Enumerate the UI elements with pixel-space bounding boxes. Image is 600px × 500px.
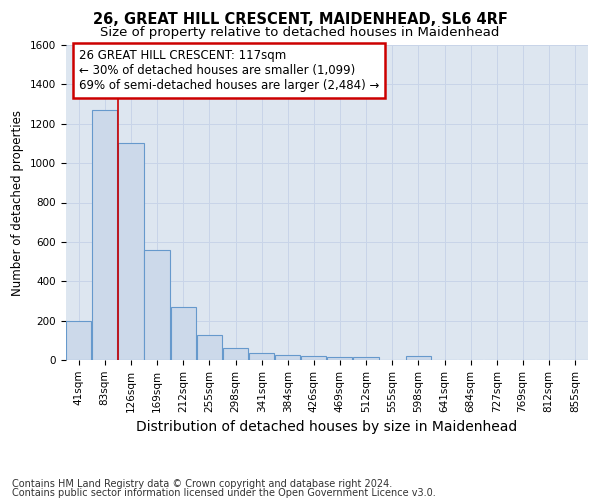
Bar [301,356,326,360]
Bar [197,336,222,360]
Bar [66,320,91,360]
Bar [275,355,301,360]
Text: 26, GREAT HILL CRESCENT, MAIDENHEAD, SL6 4RF: 26, GREAT HILL CRESCENT, MAIDENHEAD, SL6… [92,12,508,28]
Bar [92,110,118,360]
Text: Contains HM Land Registry data © Crown copyright and database right 2024.: Contains HM Land Registry data © Crown c… [12,479,392,489]
Bar [327,357,352,360]
Text: 26 GREAT HILL CRESCENT: 117sqm
← 30% of detached houses are smaller (1,099)
69% : 26 GREAT HILL CRESCENT: 117sqm ← 30% of … [79,49,379,92]
Text: Size of property relative to detached houses in Maidenhead: Size of property relative to detached ho… [100,26,500,39]
Bar [145,250,170,360]
Bar [406,356,431,360]
Bar [223,348,248,360]
Y-axis label: Number of detached properties: Number of detached properties [11,110,25,296]
X-axis label: Distribution of detached houses by size in Maidenhead: Distribution of detached houses by size … [136,420,518,434]
Bar [353,357,379,360]
Text: Contains public sector information licensed under the Open Government Licence v3: Contains public sector information licen… [12,488,436,498]
Bar [249,353,274,360]
Bar [170,307,196,360]
Bar [118,144,143,360]
